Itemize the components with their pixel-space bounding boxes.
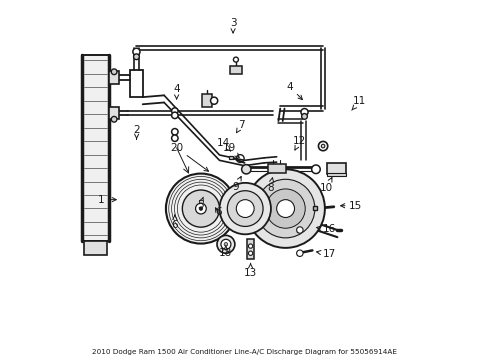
Bar [296,228,299,232]
Circle shape [265,189,305,228]
Bar [82,55,108,241]
Circle shape [221,239,230,249]
Bar [108,71,119,84]
Text: 2: 2 [133,125,140,139]
Text: 1: 1 [98,195,116,204]
Circle shape [301,113,307,119]
Circle shape [248,251,252,255]
Bar [83,241,107,255]
Circle shape [241,165,250,174]
Text: 9: 9 [232,176,241,192]
Circle shape [233,57,238,62]
Text: 7: 7 [236,120,244,133]
Text: 20: 20 [170,143,208,171]
Text: 2010 Dodge Ram 1500 Air Conditioner Line-A/C Discharge Diagram for 55056914AE: 2010 Dodge Ram 1500 Air Conditioner Line… [92,348,396,355]
Text: 8: 8 [266,178,273,193]
Text: 14: 14 [216,138,230,151]
Circle shape [219,183,270,234]
Circle shape [246,169,324,248]
Bar [228,156,233,159]
Circle shape [311,165,320,174]
Bar [108,107,119,119]
Text: 6: 6 [171,215,178,230]
Circle shape [318,141,327,151]
Circle shape [133,54,139,60]
Circle shape [111,116,117,122]
Circle shape [227,191,263,226]
Text: 3: 3 [229,18,236,33]
Circle shape [256,179,314,238]
Text: 6: 6 [214,207,221,217]
Circle shape [236,200,254,217]
Circle shape [300,109,307,116]
Circle shape [171,135,178,141]
Bar [296,251,299,255]
Text: 17: 17 [316,249,335,259]
Text: 18: 18 [219,246,232,258]
Bar [247,239,253,258]
Circle shape [210,97,217,104]
Text: 5: 5 [197,197,203,210]
Circle shape [276,200,294,217]
Circle shape [182,190,219,227]
Bar [312,206,316,210]
Bar [267,164,285,173]
Text: 16: 16 [316,224,335,234]
Circle shape [296,227,303,233]
Bar [230,66,241,74]
Circle shape [133,48,140,55]
Circle shape [199,207,203,210]
Text: 4: 4 [173,84,180,99]
Circle shape [165,174,235,244]
Circle shape [321,144,324,148]
Text: 11: 11 [351,96,366,110]
Circle shape [217,235,234,253]
Bar [130,70,142,97]
Bar [326,163,346,174]
Text: 4: 4 [286,82,302,100]
Text: 10: 10 [320,177,332,193]
Text: 12: 12 [293,136,306,150]
Circle shape [248,244,252,248]
Text: 19: 19 [223,143,239,158]
Circle shape [224,243,227,246]
Text: 13: 13 [244,264,257,278]
Circle shape [171,129,178,135]
Circle shape [171,108,178,114]
Bar [201,94,211,107]
Circle shape [111,69,117,75]
Circle shape [296,250,303,256]
Bar [326,173,346,176]
Circle shape [195,203,206,214]
Circle shape [171,112,178,118]
Text: 15: 15 [340,201,362,211]
